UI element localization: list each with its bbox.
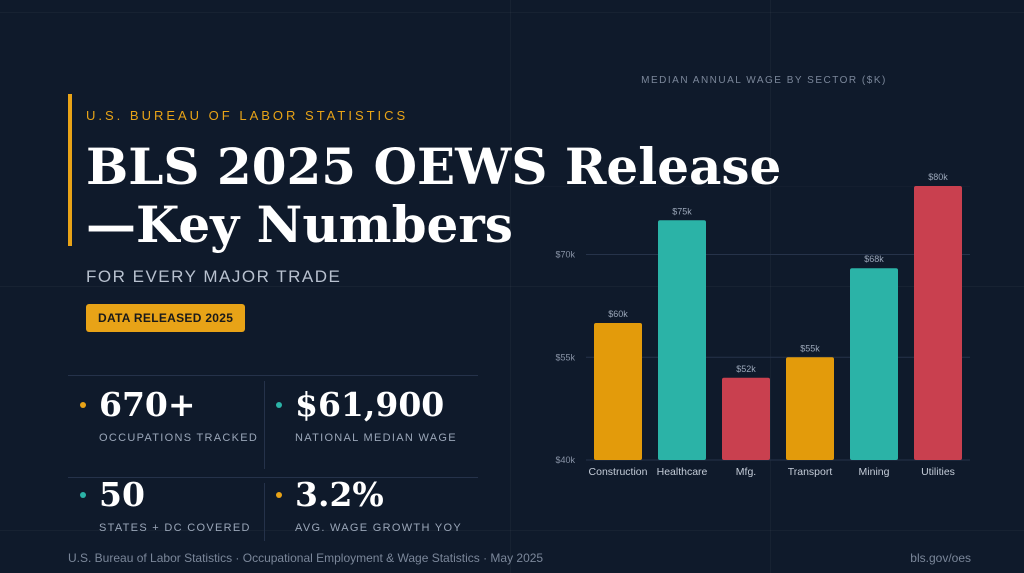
stats-divider-top (68, 375, 478, 376)
chart-title: MEDIAN ANNUAL WAGE BY SECTOR ($K) (641, 75, 887, 86)
stat-label: OCCUPATIONS TRACKED (99, 432, 259, 444)
stats-divider-middle (68, 477, 478, 478)
bar-transport (786, 357, 834, 460)
bar-mining (850, 268, 898, 460)
stat-label: NATIONAL MEDIAN WAGE (295, 432, 457, 444)
release-badge: DATA RELEASED 2025 (86, 304, 246, 332)
bar-construction (594, 323, 642, 460)
x-tick-label: Healthcare (657, 466, 708, 478)
stat-value: 3.2% (295, 475, 384, 514)
x-tick-label: Utilities (921, 466, 955, 478)
stat-value: 50 (99, 475, 145, 514)
title-accent-bar (68, 94, 72, 246)
eyebrow-label: U.S. BUREAU OF LABOR STATISTICS (86, 108, 409, 123)
x-tick-label: Mfg. (736, 466, 756, 478)
stat-bullet-icon (80, 402, 86, 408)
data-label: $80k (928, 172, 948, 182)
x-tick-label: Transport (788, 466, 833, 478)
bar-utilities (914, 186, 962, 460)
y-tick-label: $55k (555, 352, 575, 362)
data-label: $52k (736, 364, 756, 374)
stat-value: 670+ (99, 385, 196, 424)
data-label: $60k (608, 309, 628, 319)
bar-healthcare (658, 220, 706, 460)
bar-mfg (722, 377, 770, 460)
footer-link[interactable]: bls.gov/oes (910, 551, 971, 565)
x-tick-label: Mining (859, 466, 890, 478)
data-label: $75k (672, 206, 692, 216)
data-label: $55k (800, 343, 820, 353)
stat-value: $61,900 (295, 385, 445, 424)
page-title: BLS 2025 OEWS Release —Key Numbers (86, 137, 782, 254)
y-tick-label: $70k (555, 250, 575, 260)
stats-divider-vertical (264, 483, 265, 541)
footer-source: U.S. Bureau of Labor Statistics · Occupa… (68, 551, 544, 565)
stat-bullet-icon (276, 492, 282, 498)
chart-gridline (536, 186, 970, 187)
data-label: $68k (864, 254, 884, 264)
stat-label: STATES + DC COVERED (99, 522, 251, 534)
stat-label: AVG. WAGE GROWTH YOY (295, 522, 462, 534)
x-tick-label: Construction (589, 466, 648, 478)
stat-bullet-icon (80, 492, 86, 498)
stats-divider-vertical (264, 381, 265, 469)
page-subtitle: FOR EVERY MAJOR TRADE (86, 267, 342, 286)
stat-bullet-icon (276, 402, 282, 408)
y-tick-label: $40k (555, 455, 575, 465)
